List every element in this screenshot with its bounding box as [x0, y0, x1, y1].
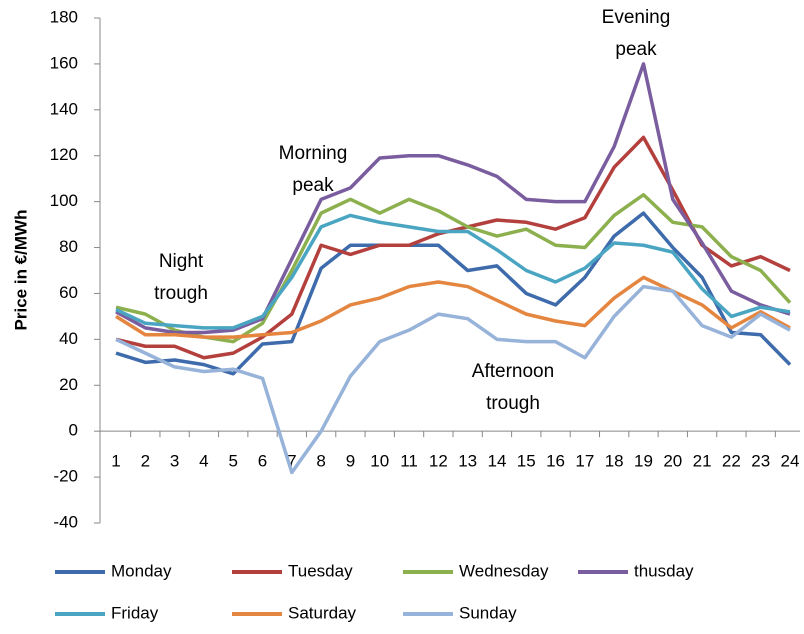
y-tick-label: 100 — [50, 191, 78, 210]
x-tick-label: 2 — [141, 452, 150, 471]
x-tick-label: 19 — [634, 452, 653, 471]
legend-label: Wednesday — [459, 561, 549, 580]
x-tick-label: 1 — [111, 452, 120, 471]
legend-label: Sunday — [459, 603, 517, 622]
series-line — [115, 284, 791, 475]
y-tick-label: 160 — [50, 53, 78, 72]
y-tick-label: 80 — [59, 237, 78, 256]
annotation: peak — [615, 39, 657, 60]
x-tick-label: 20 — [663, 452, 682, 471]
y-tick-label: -20 — [53, 467, 78, 486]
series-line — [115, 275, 791, 339]
x-tick-label: 11 — [400, 452, 418, 471]
x-tick-label: 23 — [751, 452, 770, 471]
legend-label: thusday — [634, 561, 694, 580]
x-tick-label: 17 — [575, 452, 594, 471]
x-tick-label: 22 — [722, 452, 741, 471]
legend-label: Monday — [111, 561, 172, 580]
x-tick-label: 15 — [517, 452, 536, 471]
x-tick-label: 16 — [546, 452, 565, 471]
x-tick-label: 10 — [370, 452, 389, 471]
y-tick-label: 40 — [59, 329, 78, 348]
y-tick-label: 60 — [59, 283, 78, 302]
y-tick-label: 0 — [69, 421, 78, 440]
x-tick-label: 7 — [287, 452, 296, 471]
x-tick-label: 3 — [170, 452, 179, 471]
x-tick-label: 13 — [458, 452, 477, 471]
y-tick-label: 140 — [50, 99, 78, 118]
series-line — [115, 213, 791, 330]
series-line — [115, 211, 792, 376]
x-tick-label: 21 — [693, 452, 712, 471]
annotation: trough — [154, 283, 208, 304]
legend-label: Friday — [111, 603, 159, 622]
y-axis-label: Price in €/MWh — [11, 210, 30, 331]
y-tick-label: -40 — [53, 512, 78, 531]
x-tick-label: 6 — [258, 452, 267, 471]
annotation: Morning — [279, 143, 348, 164]
annotation: Night — [159, 251, 204, 272]
annotation: Evening — [602, 7, 671, 28]
y-tick-label: 20 — [59, 375, 78, 394]
x-tick-label: 24 — [781, 452, 800, 471]
y-tick-label: 180 — [50, 7, 78, 26]
legend-label: Tuesday — [288, 561, 353, 580]
y-tick-label: 120 — [50, 145, 78, 164]
annotation: peak — [292, 175, 334, 196]
annotation: Afternoon — [472, 361, 554, 382]
x-tick-label: 5 — [228, 452, 237, 471]
annotation: trough — [486, 393, 540, 414]
x-tick-label: 14 — [487, 452, 506, 471]
legend-label: Saturday — [288, 603, 357, 622]
x-tick-label: 4 — [199, 452, 208, 471]
series-line — [115, 62, 791, 335]
series-line — [115, 135, 791, 360]
x-tick-label: 18 — [605, 452, 624, 471]
series-line — [115, 193, 792, 344]
x-tick-label: 8 — [316, 452, 325, 471]
x-tick-label: 12 — [429, 452, 448, 471]
x-tick-label: 9 — [346, 452, 355, 471]
